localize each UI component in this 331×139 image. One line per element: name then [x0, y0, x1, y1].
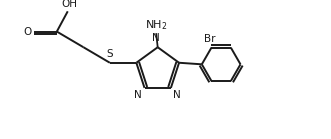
Text: N: N — [134, 90, 142, 100]
Text: N: N — [173, 90, 181, 100]
Text: O: O — [24, 27, 32, 37]
Text: N: N — [152, 33, 160, 44]
Text: Br: Br — [204, 34, 216, 44]
Text: S: S — [107, 49, 113, 59]
Text: OH: OH — [61, 0, 77, 9]
Text: NH$_2$: NH$_2$ — [145, 18, 167, 32]
